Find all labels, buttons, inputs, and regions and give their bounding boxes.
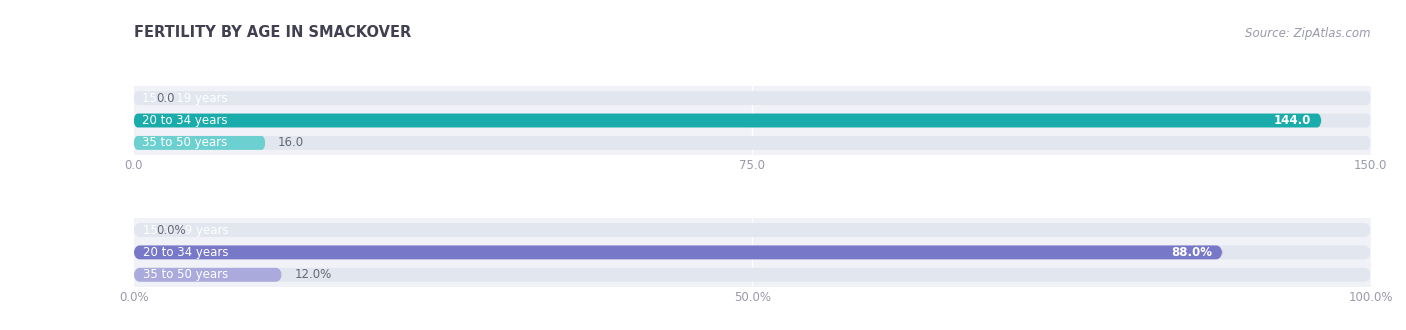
FancyBboxPatch shape — [134, 136, 266, 150]
FancyBboxPatch shape — [134, 268, 1371, 282]
Text: 0.0: 0.0 — [156, 92, 174, 105]
Text: Source: ZipAtlas.com: Source: ZipAtlas.com — [1246, 27, 1371, 40]
FancyBboxPatch shape — [134, 114, 1322, 127]
Text: 15 to 19 years: 15 to 19 years — [143, 223, 228, 237]
Text: 12.0%: 12.0% — [294, 268, 332, 281]
FancyBboxPatch shape — [134, 268, 283, 282]
FancyBboxPatch shape — [134, 246, 1222, 259]
Text: 144.0: 144.0 — [1274, 114, 1312, 127]
Text: 35 to 50 years: 35 to 50 years — [143, 268, 228, 281]
Text: 15 to 19 years: 15 to 19 years — [142, 92, 228, 105]
Text: 16.0: 16.0 — [278, 136, 304, 149]
FancyBboxPatch shape — [134, 91, 1371, 105]
Text: 88.0%: 88.0% — [1171, 246, 1212, 259]
Text: FERTILITY BY AGE IN SMACKOVER: FERTILITY BY AGE IN SMACKOVER — [134, 25, 411, 40]
FancyBboxPatch shape — [134, 114, 1371, 127]
FancyBboxPatch shape — [134, 246, 1371, 259]
FancyBboxPatch shape — [134, 223, 1371, 237]
Text: 20 to 34 years: 20 to 34 years — [142, 114, 228, 127]
Text: 20 to 34 years: 20 to 34 years — [143, 246, 228, 259]
Text: 0.0%: 0.0% — [156, 223, 186, 237]
FancyBboxPatch shape — [134, 136, 1371, 150]
Text: 35 to 50 years: 35 to 50 years — [142, 136, 226, 149]
